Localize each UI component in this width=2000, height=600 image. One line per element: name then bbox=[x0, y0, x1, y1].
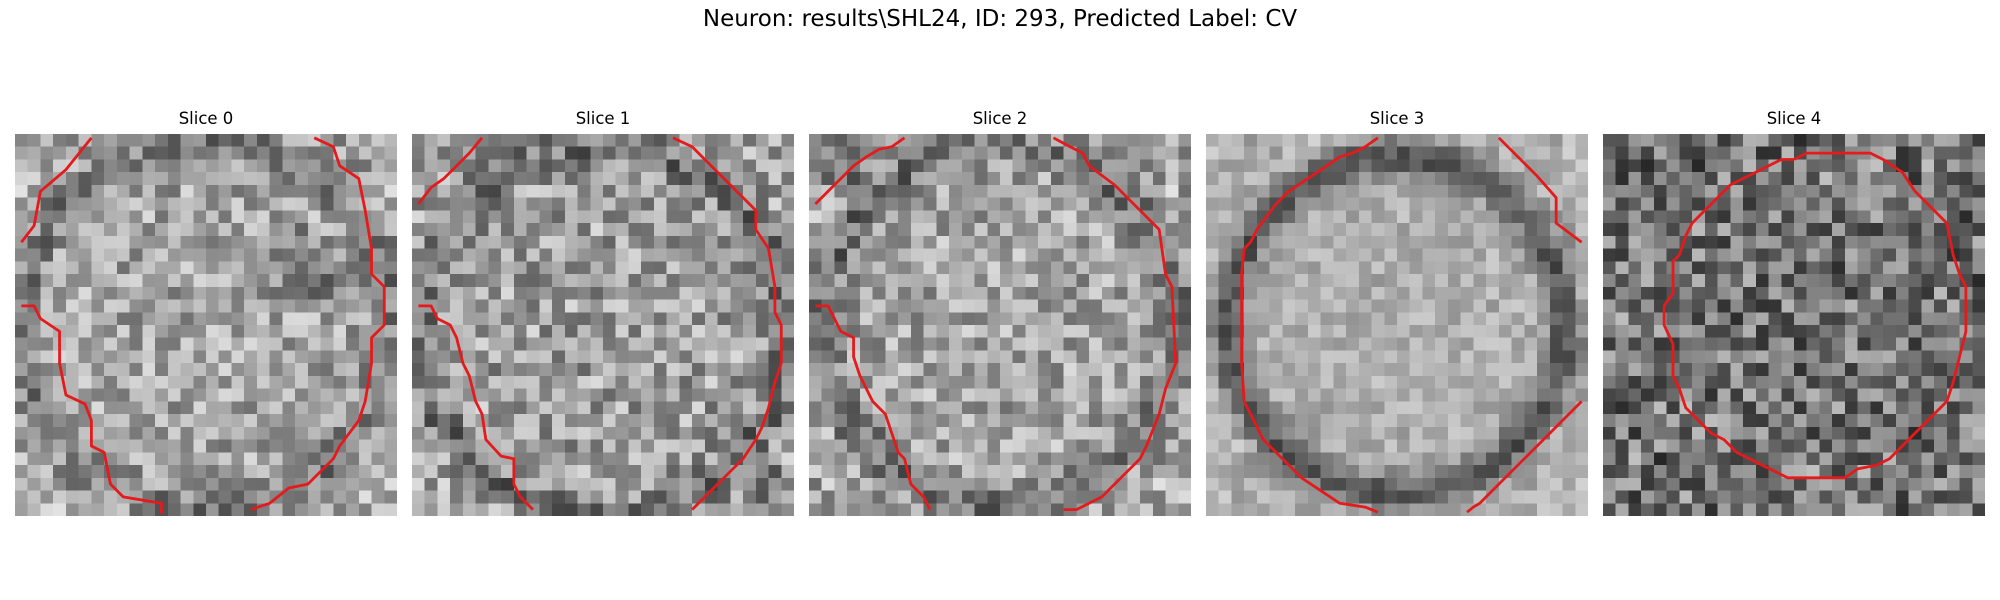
contour-overlay-2 bbox=[814, 136, 1178, 512]
slice-panel-2: Slice 2 bbox=[809, 108, 1191, 516]
cell-contour-3 bbox=[1497, 136, 1583, 244]
slice-title-1: Slice 1 bbox=[575, 109, 631, 128]
cell-contour-3 bbox=[1466, 400, 1583, 514]
cell-contour-1 bbox=[672, 136, 783, 511]
contour-overlay-0 bbox=[20, 136, 386, 514]
cell-contour-2 bbox=[815, 304, 932, 511]
slice-image-2 bbox=[809, 134, 1191, 516]
contour-overlay-1 bbox=[417, 136, 783, 511]
cell-contour-2 bbox=[1052, 136, 1178, 512]
slice-pixels-0 bbox=[15, 134, 397, 516]
slice-panel-1: Slice 1 bbox=[412, 108, 794, 516]
slice-image-3 bbox=[1206, 134, 1588, 516]
cell-contour-0 bbox=[250, 136, 386, 511]
slice-title-0: Slice 0 bbox=[178, 109, 234, 128]
cell-contour-0 bbox=[21, 304, 163, 514]
slice-image-4 bbox=[1603, 134, 1985, 516]
slice-title-3: Slice 3 bbox=[1369, 109, 1425, 128]
contour-overlay-4 bbox=[1662, 151, 1968, 480]
cell-contour-1 bbox=[418, 304, 534, 511]
slice-pixels-1 bbox=[412, 134, 794, 516]
slice-panel-3: Slice 3 bbox=[1206, 108, 1588, 516]
cell-contour-4 bbox=[1662, 151, 1968, 480]
slice-panel-0: Slice 0 bbox=[15, 108, 397, 516]
slice-title-4: Slice 4 bbox=[1766, 109, 1822, 128]
contour-overlay-3 bbox=[1240, 136, 1583, 514]
slice-title-2: Slice 2 bbox=[972, 109, 1028, 128]
slice-image-1 bbox=[412, 134, 794, 516]
slice-pixels-3 bbox=[1206, 134, 1588, 516]
cell-contour-2 bbox=[814, 136, 906, 206]
slice-panel-4: Slice 4 bbox=[1603, 108, 1985, 516]
cell-contour-1 bbox=[417, 136, 484, 205]
figure-title: Neuron: results\SHL24, ID: 293, Predicte… bbox=[702, 6, 1298, 32]
cell-contour-3 bbox=[1240, 136, 1379, 514]
cell-contour-0 bbox=[20, 136, 93, 244]
slice-image-0 bbox=[15, 134, 397, 516]
